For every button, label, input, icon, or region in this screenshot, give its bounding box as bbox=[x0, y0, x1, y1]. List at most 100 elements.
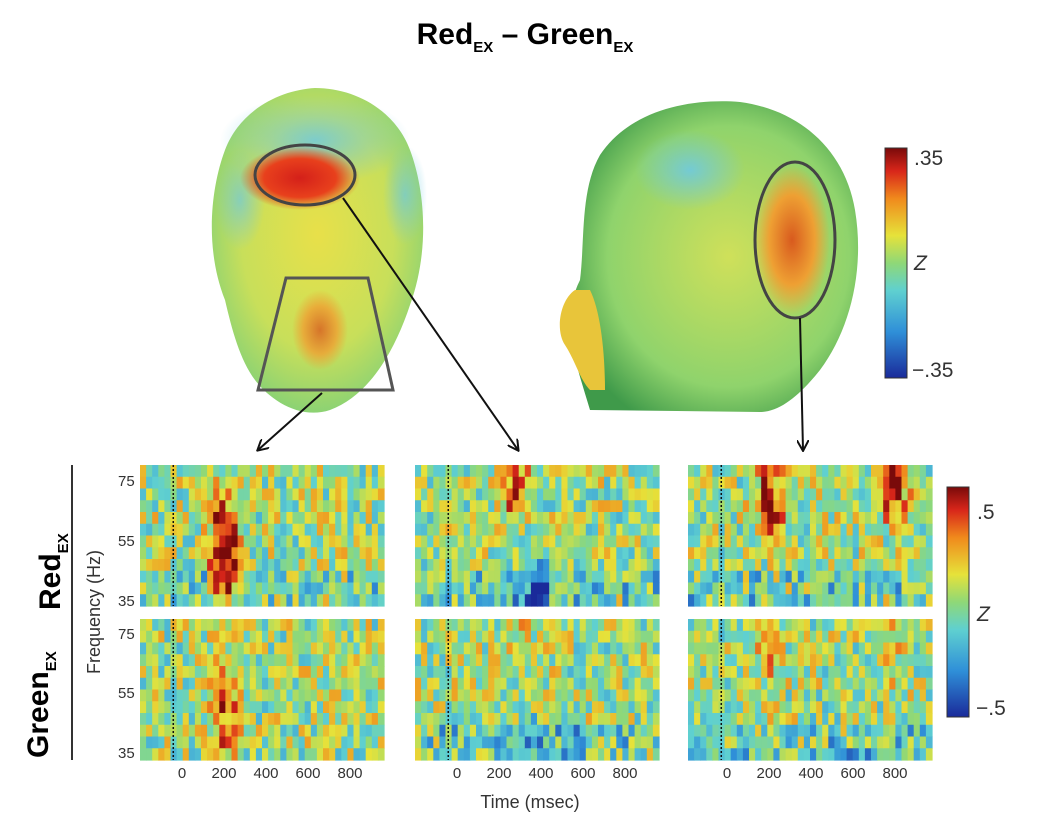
tf-cell bbox=[785, 594, 793, 607]
tf-cell bbox=[482, 713, 489, 726]
tf-cell bbox=[646, 582, 654, 595]
tf-cell bbox=[573, 500, 581, 513]
tf-cell bbox=[537, 476, 544, 490]
tf-cell bbox=[694, 559, 701, 572]
tf-cell bbox=[243, 666, 251, 679]
tf-cell bbox=[688, 547, 695, 560]
tf-cell bbox=[846, 594, 854, 607]
tf-cell bbox=[207, 512, 214, 525]
tf-cell bbox=[329, 736, 336, 749]
tf-cell bbox=[694, 582, 701, 595]
tf-cell bbox=[433, 570, 440, 584]
tf-cell bbox=[816, 748, 823, 761]
tf-cell bbox=[249, 523, 257, 537]
tf-cell bbox=[797, 689, 805, 702]
tf-cell bbox=[170, 724, 178, 738]
tf-cell bbox=[730, 630, 738, 644]
tf-cell bbox=[371, 642, 379, 655]
tf-cell bbox=[182, 677, 190, 691]
tf-cell bbox=[524, 701, 532, 714]
tf-cell bbox=[304, 736, 312, 749]
tf-cell bbox=[694, 701, 701, 714]
tf-cell bbox=[359, 500, 367, 513]
tf-cell bbox=[476, 512, 483, 525]
tf-cell bbox=[761, 570, 768, 584]
tf-cell bbox=[791, 476, 799, 490]
tf-cell bbox=[864, 547, 872, 560]
tf-cell bbox=[622, 523, 630, 537]
row-label-green: GreenEX bbox=[22, 651, 60, 758]
tf-cell bbox=[323, 465, 330, 478]
tf-cell bbox=[231, 523, 239, 537]
tf-cell bbox=[255, 582, 263, 595]
tf-cell bbox=[755, 666, 762, 679]
tf-cell bbox=[628, 748, 636, 761]
tf-cell bbox=[359, 713, 367, 726]
tf-cell bbox=[610, 713, 617, 726]
tf-cell bbox=[335, 666, 342, 679]
tf-cell bbox=[555, 619, 562, 632]
tf-cell bbox=[323, 476, 330, 490]
tf-cell bbox=[249, 677, 257, 691]
tf-cell bbox=[640, 547, 648, 560]
tf-cell bbox=[231, 654, 239, 667]
tf-cell bbox=[840, 654, 848, 667]
tf-cell bbox=[742, 689, 750, 702]
tf-cell bbox=[616, 582, 623, 595]
tf-cell bbox=[280, 535, 287, 548]
tf-cell bbox=[359, 488, 367, 501]
tf-cell bbox=[530, 512, 538, 525]
tf-cell bbox=[225, 666, 233, 679]
tf-cell bbox=[694, 748, 701, 761]
tf-cell bbox=[730, 713, 738, 726]
tf-cell bbox=[828, 523, 835, 537]
tf-cell bbox=[213, 724, 220, 738]
tf-cell bbox=[561, 689, 569, 702]
tf-panel bbox=[140, 465, 385, 607]
tf-cell bbox=[176, 748, 184, 761]
tf-cell bbox=[152, 748, 159, 761]
tf-cell bbox=[365, 500, 373, 513]
tf-cell bbox=[598, 736, 605, 749]
tf-cell bbox=[561, 654, 569, 667]
tf-cell bbox=[433, 630, 440, 644]
tf-cell bbox=[365, 547, 373, 560]
tf-cell bbox=[591, 701, 599, 714]
tf-cell bbox=[864, 619, 872, 632]
tf-cell bbox=[871, 500, 878, 513]
tf-cell bbox=[610, 535, 617, 548]
tf-cell bbox=[634, 547, 642, 560]
tf-cell bbox=[834, 654, 842, 667]
tf-cell bbox=[231, 500, 239, 513]
tf-cell bbox=[919, 630, 927, 644]
tf-cell bbox=[598, 666, 605, 679]
tf-cell bbox=[791, 570, 799, 584]
tf-cell bbox=[158, 594, 165, 607]
tf-cell bbox=[622, 654, 630, 667]
tf-cell bbox=[371, 582, 379, 595]
tf-cell bbox=[889, 500, 896, 513]
tf-cell bbox=[482, 535, 489, 548]
tf-cell bbox=[791, 677, 799, 691]
tf-cell bbox=[749, 724, 756, 738]
tf-cell bbox=[634, 523, 642, 537]
tf-cell bbox=[335, 476, 342, 490]
tf-cell bbox=[524, 535, 532, 548]
tf-cell bbox=[286, 642, 294, 655]
tf-cell bbox=[207, 570, 214, 584]
tf-cell bbox=[925, 654, 933, 667]
tf-cell bbox=[816, 689, 823, 702]
tf-cell bbox=[488, 642, 495, 655]
tf-cell bbox=[518, 594, 526, 607]
tf-cell bbox=[567, 488, 575, 501]
tf-cell bbox=[365, 642, 373, 655]
tf-cell bbox=[482, 488, 489, 501]
x-ticks-col2: 0 200 400 600 800 bbox=[453, 765, 638, 782]
tf-cell bbox=[219, 642, 226, 655]
tf-cell bbox=[561, 594, 569, 607]
tf-cell bbox=[201, 724, 208, 738]
tf-cell bbox=[140, 677, 147, 691]
tf-cell bbox=[353, 535, 361, 548]
tf-cell bbox=[176, 476, 184, 490]
tf-cell bbox=[518, 619, 526, 632]
